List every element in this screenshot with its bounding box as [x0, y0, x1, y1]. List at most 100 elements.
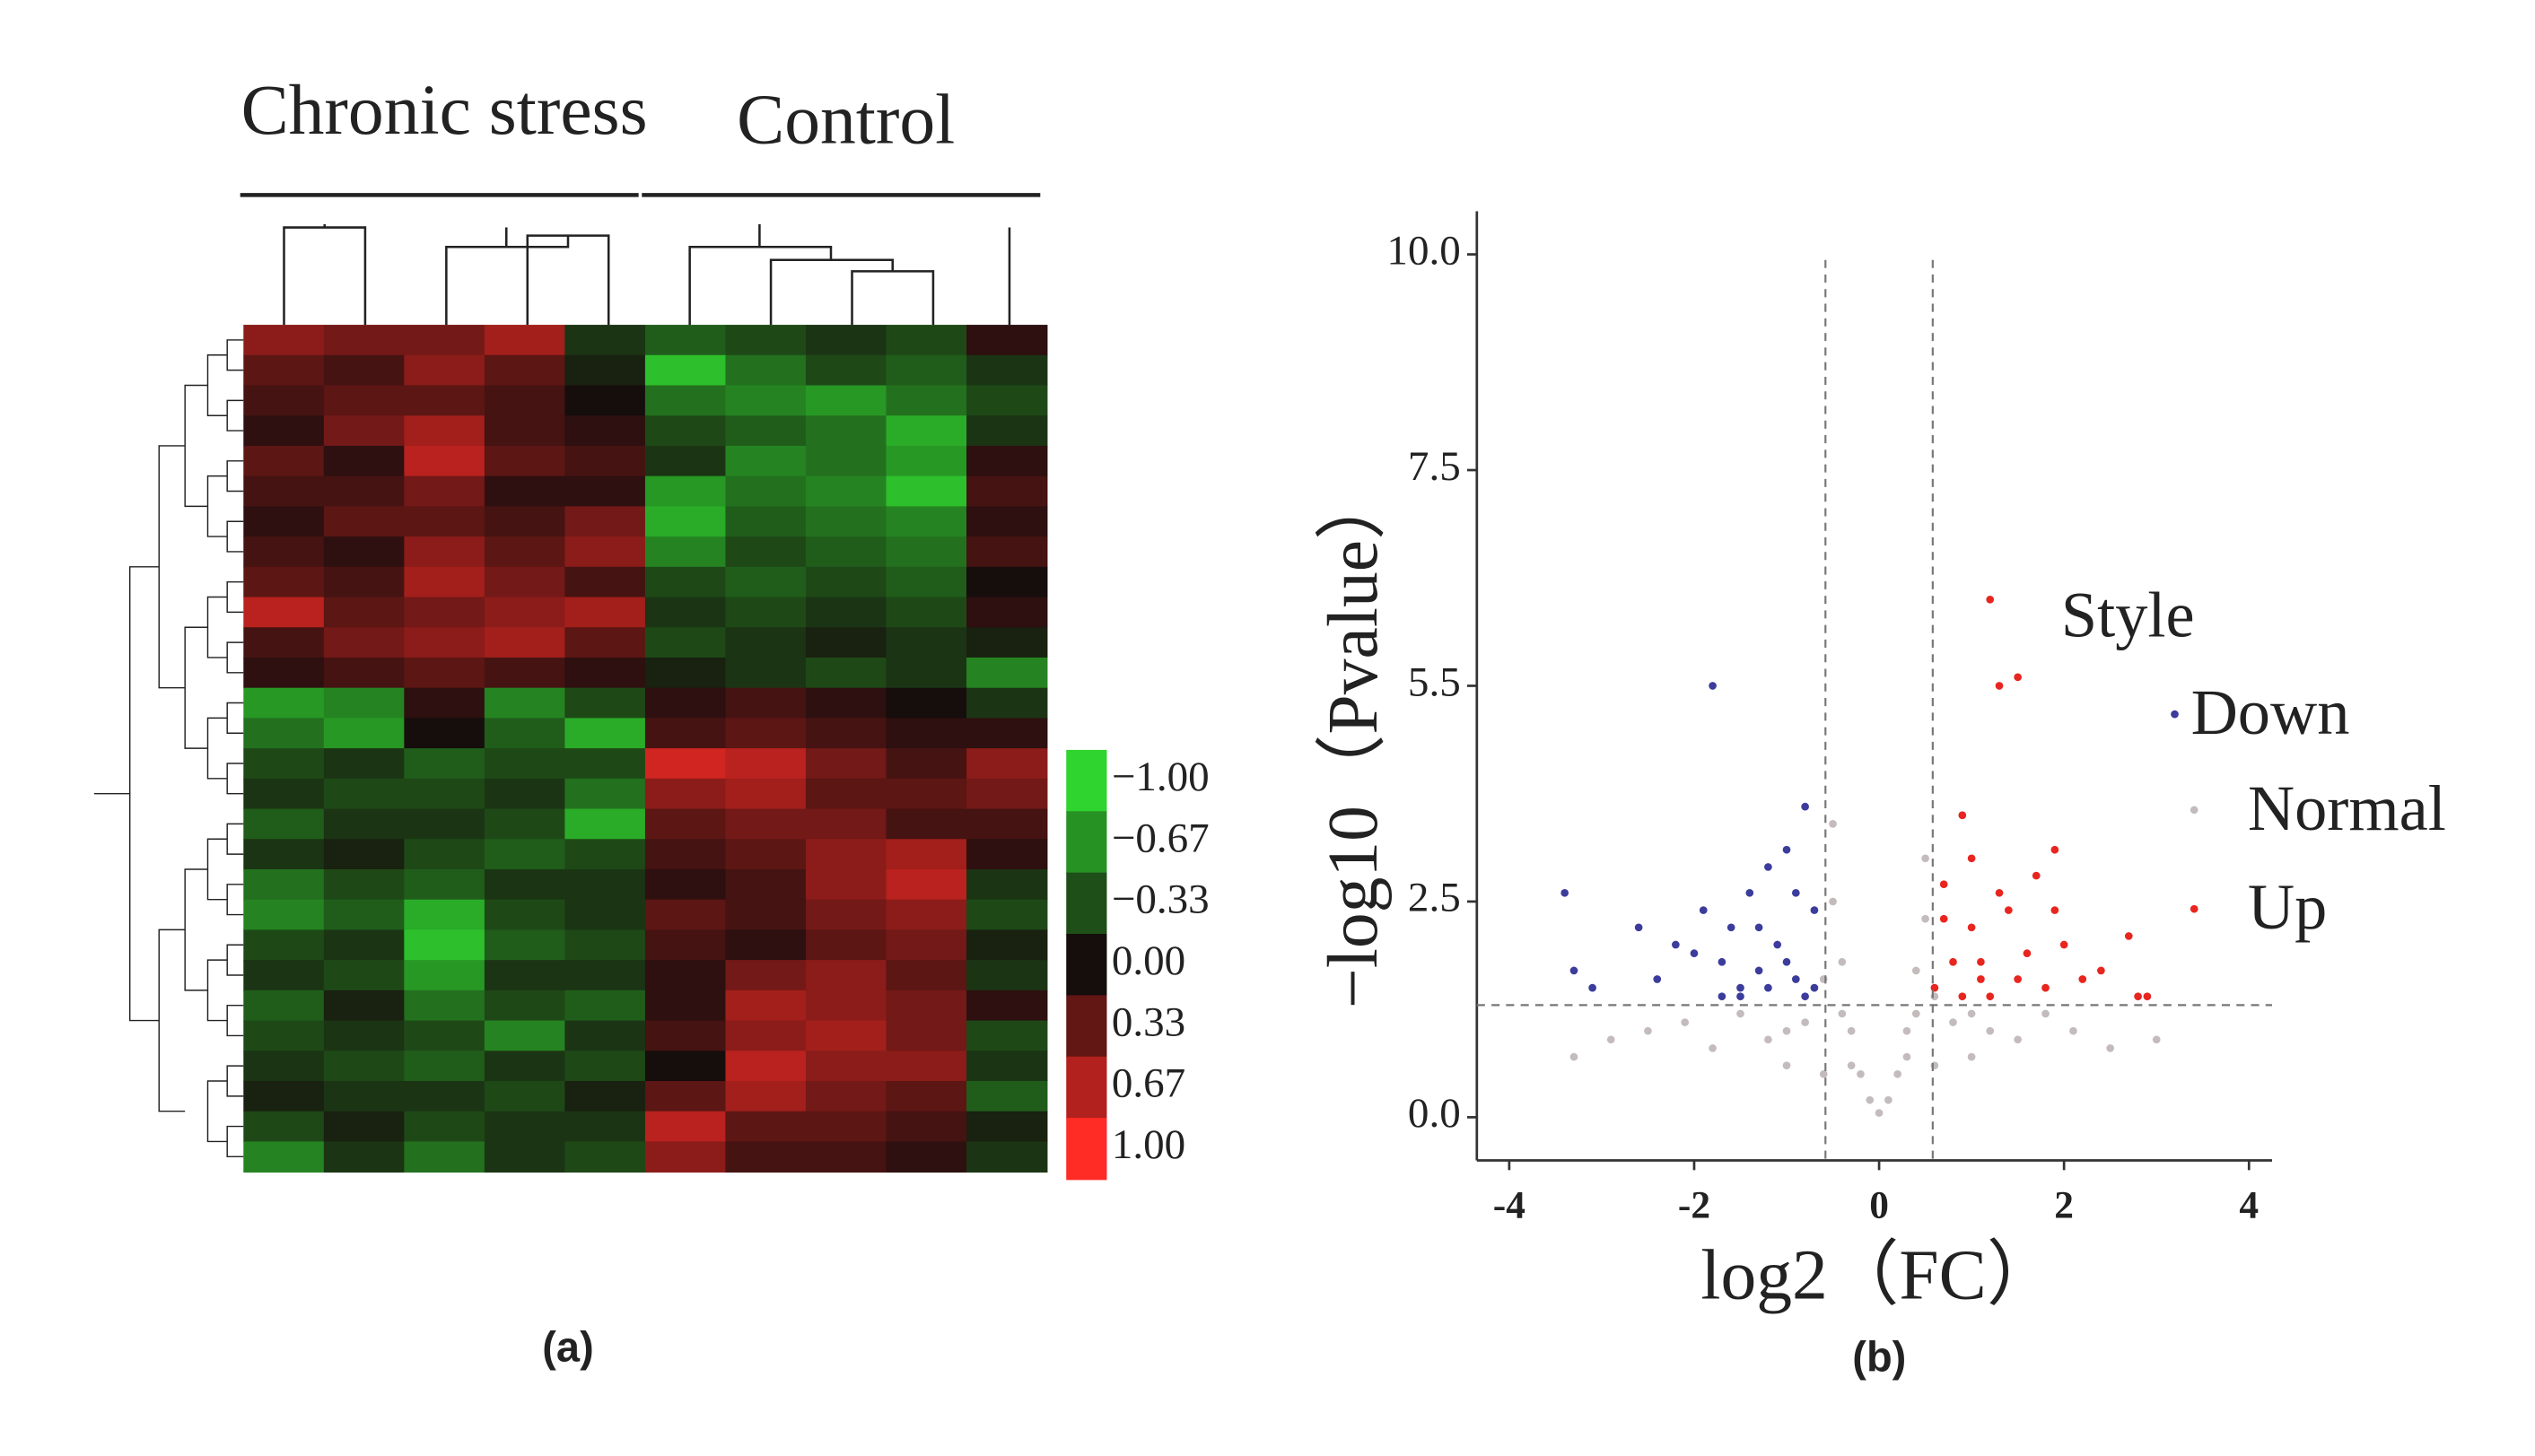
data-point	[2152, 1035, 2161, 1044]
heatmap-cell	[323, 536, 406, 568]
data-point	[1829, 820, 1837, 828]
data-point	[1875, 1109, 1884, 1117]
heatmap-cell	[886, 808, 967, 841]
group-label: Chronic stress	[241, 71, 648, 150]
row-dendrogram	[128, 339, 244, 1158]
colorbar-swatch	[1066, 811, 1107, 874]
heatmap-cell	[484, 385, 566, 417]
heatmap-cell	[323, 415, 406, 447]
heatmap-cell	[404, 929, 485, 962]
heatmap-cell	[805, 415, 887, 447]
data-point	[1847, 1026, 1856, 1035]
data-point	[1939, 880, 1948, 889]
heatmap-cell	[484, 718, 566, 750]
heatmap-cell	[725, 839, 807, 870]
heatmap-cell	[886, 1020, 967, 1052]
colorbar-label: 0.33	[1112, 998, 1185, 1045]
heatmap-cell	[243, 1111, 325, 1143]
data-point	[2014, 673, 2022, 682]
y-tick-label: 10.0	[1386, 227, 1460, 274]
heatmap-cell	[966, 687, 1048, 719]
data-point	[1986, 1026, 1995, 1035]
data-point	[1884, 1095, 1893, 1104]
heatmap-cell	[243, 960, 325, 991]
data-point	[1569, 966, 1578, 975]
heatmap-cell	[484, 415, 566, 447]
heatmap-cell	[644, 627, 727, 658]
heatmap-cell	[484, 445, 566, 477]
x-axis-label: log2（FC）	[1700, 1235, 2058, 1314]
heatmap-cell	[966, 718, 1048, 750]
heatmap-cell	[323, 1020, 406, 1052]
heatmap-cell	[966, 385, 1048, 417]
heatmap-cell	[644, 687, 727, 719]
data-point	[1939, 914, 1948, 923]
data-point	[1930, 983, 1939, 992]
heatmap-cell	[644, 929, 727, 962]
y-tick-label: 0.0	[1408, 1090, 1461, 1137]
heatmap-cell	[886, 566, 967, 598]
heatmap-cell	[886, 839, 967, 870]
heatmap-cell	[805, 1111, 887, 1143]
heatmap-cell	[886, 990, 967, 1022]
heatmap-cell	[243, 1141, 325, 1173]
heatmap-cell	[886, 960, 967, 991]
heatmap-cell	[404, 1080, 485, 1112]
data-point	[1847, 1061, 1856, 1070]
heatmap-cell	[243, 687, 325, 719]
heatmap-cell	[484, 1020, 566, 1052]
heatmap-cell	[966, 597, 1048, 629]
heatmap-cell	[805, 839, 887, 870]
heatmap-cell	[404, 445, 485, 477]
heatmap-cell	[644, 506, 727, 537]
heatmap-cell	[323, 1111, 406, 1143]
heatmap-cell	[725, 536, 807, 568]
data-point	[1644, 1026, 1652, 1035]
heatmap-cell	[323, 929, 406, 962]
heatmap-cell	[243, 1051, 325, 1082]
data-point	[1672, 940, 1680, 949]
heatmap-cell	[725, 385, 807, 417]
heatmap-cell	[564, 445, 646, 477]
heatmap-cell	[243, 1020, 325, 1052]
heatmap-cell	[644, 597, 727, 629]
heatmap-cell	[323, 960, 406, 991]
heatmap-cell	[805, 1080, 887, 1112]
heatmap-cell	[966, 839, 1048, 870]
heatmap-cell	[404, 687, 485, 719]
heatmap-cell	[886, 385, 967, 417]
data-point	[1967, 923, 1976, 932]
heatmap-cell	[243, 929, 325, 962]
data-point	[2050, 906, 2059, 914]
heatmap-cell	[404, 354, 485, 387]
heatmap-cell	[644, 808, 727, 841]
heatmap-cell	[966, 536, 1048, 568]
data-point	[1736, 983, 1744, 992]
heatmap-cell	[323, 566, 406, 598]
heatmap-cell	[966, 808, 1048, 841]
heatmap-cell	[966, 415, 1048, 447]
data-point	[1736, 992, 1744, 1001]
heatmap-cell	[886, 1051, 967, 1082]
heatmap-cell	[805, 718, 887, 750]
heatmap-cell	[484, 929, 566, 962]
data-point	[1653, 975, 1662, 983]
heatmap-cell	[484, 899, 566, 931]
legend-title: Style	[2061, 580, 2195, 651]
data-point	[2004, 906, 2013, 914]
data-point	[1709, 1044, 1717, 1052]
heatmap-cell	[886, 415, 967, 447]
heatmap-cell	[484, 687, 566, 719]
colorbar-label: −0.33	[1112, 876, 1210, 923]
heatmap-cell	[404, 385, 485, 417]
heatmap-cell	[564, 354, 646, 387]
heatmap-cell	[644, 718, 727, 750]
heatmap-cell	[564, 627, 646, 658]
data-point	[1958, 992, 1967, 1001]
heatmap-cell	[644, 1080, 727, 1112]
heatmap-cell	[805, 475, 887, 508]
data-point	[1782, 957, 1791, 966]
heatmap-cell	[644, 1051, 727, 1082]
heatmap-cell	[484, 536, 566, 568]
data-point	[1838, 957, 1847, 966]
